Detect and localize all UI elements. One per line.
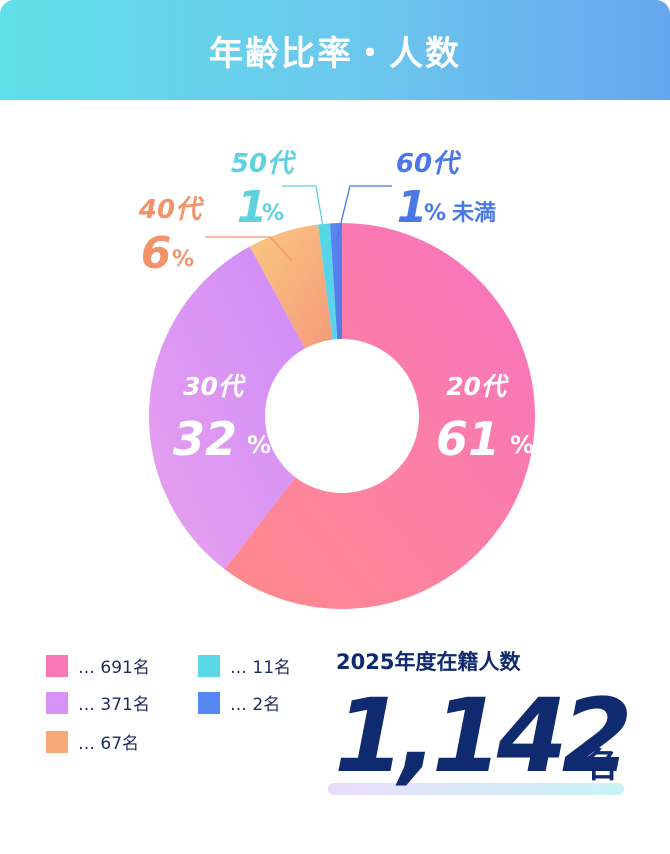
- value-label-50s: 1: [237, 182, 268, 233]
- legend-item-30s: … 371名: [46, 690, 150, 715]
- legend-count-50s: … 11名: [230, 658, 292, 678]
- slice-50s: [318, 223, 338, 340]
- legend-count-30s: … 371名: [78, 695, 150, 715]
- slice-30s: [149, 246, 306, 570]
- legend-item-40s: … 67名: [46, 729, 146, 754]
- total-underline: [328, 783, 624, 795]
- legend-item-20s: … 691名: [46, 653, 150, 678]
- category-label-40s: 40代: [138, 195, 205, 225]
- category-label-50s: 50代: [231, 149, 297, 179]
- slice-20s: [224, 223, 536, 609]
- value-label-30s: 32: [173, 412, 237, 466]
- category-label-20s: 20代: [446, 372, 510, 401]
- slice-60s: [330, 223, 342, 340]
- slice-40s: [249, 224, 333, 349]
- total-label: 2025年度在籍人数: [336, 650, 521, 674]
- legend-swatch-20s: [46, 654, 68, 677]
- page-title: 年齢比率・人数: [209, 33, 461, 74]
- unit-label-20s: %: [510, 431, 534, 459]
- legend-swatch-30s: [46, 691, 68, 714]
- value-label-60s: 1: [397, 182, 428, 233]
- header-bar: 年齢比率・人数: [0, 0, 670, 100]
- legend-item-50s: … 11名: [198, 653, 298, 678]
- legend-item-60s: … 2名: [198, 690, 298, 715]
- unit-label-50s: %: [262, 201, 284, 226]
- legend-swatch-40s: [46, 730, 68, 753]
- legend-count-40s: … 67名: [78, 734, 140, 754]
- leader-60s: [335, 185, 392, 242]
- leader-50s: [282, 185, 327, 244]
- total-value: 1,142: [334, 677, 633, 796]
- value-label-20s: 61: [436, 412, 500, 466]
- suffix-label-60s: 未満: [452, 200, 496, 226]
- total-unit: 名: [584, 746, 618, 786]
- unit-label-40s: %: [172, 247, 194, 272]
- legend-count-20s: … 691名: [78, 658, 150, 678]
- legend-count-60s: … 2名: [230, 695, 281, 715]
- legend-swatch-50s: [198, 654, 220, 677]
- unit-label-60s: %: [424, 201, 446, 226]
- category-label-30s: 30代: [183, 372, 247, 401]
- unit-label-30s: %: [247, 431, 271, 459]
- category-label-60s: 60代: [396, 149, 462, 179]
- value-label-40s: 6: [141, 228, 172, 279]
- legend-swatch-60s: [198, 691, 220, 714]
- leader-40s: [205, 236, 293, 262]
